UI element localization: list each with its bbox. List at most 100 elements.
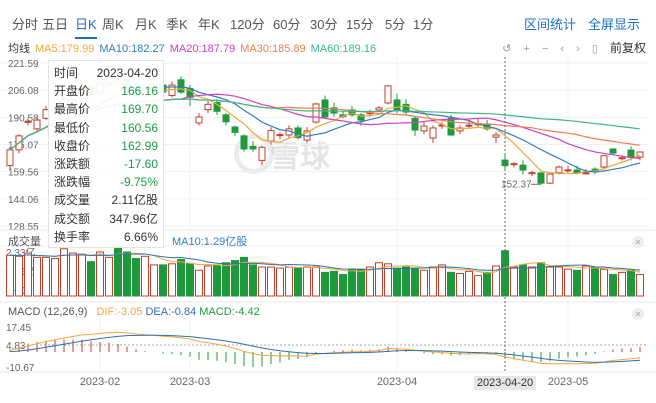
ma-legend-item: MA10:182.27 xyxy=(99,43,165,55)
tab-7[interactable]: 120分 xyxy=(230,17,265,32)
macd-dea: DEA:-0.84 xyxy=(145,306,197,318)
volume-bar-up xyxy=(474,275,482,297)
tab-0[interactable]: 分时 xyxy=(12,17,39,32)
tooltip-row: 涨跌幅 -9.75% xyxy=(54,173,158,191)
macd-tick-label: 17.45 xyxy=(6,323,31,334)
volume-bar-down xyxy=(411,267,419,297)
volume-bar-down xyxy=(321,271,329,297)
tooltip-row: 涨跌额 -17.60 xyxy=(54,155,158,173)
candle-down xyxy=(519,164,527,171)
volume-bar-down xyxy=(591,266,599,297)
tooltip-row: 成交额 347.96亿 xyxy=(54,210,158,228)
volume-bar-up xyxy=(24,252,32,297)
tab-5[interactable]: 季K xyxy=(166,17,188,32)
volume-bar-down xyxy=(339,274,347,297)
tooltip-key: 时间 xyxy=(54,66,79,80)
watermark: 雪球 xyxy=(270,141,330,174)
volume-bar-up xyxy=(6,254,14,297)
volume-bar-down xyxy=(222,262,230,297)
tooltip-value: 160.56 xyxy=(121,120,158,135)
tooltip-key: 涨跌幅 xyxy=(54,175,91,190)
tooltip-row: 收盘价 162.99 xyxy=(54,137,158,155)
volume-bar-up xyxy=(51,257,59,297)
macd-header: MACD (12,26,9) DIF:-3.05 DEA:-0.84 MACD:… xyxy=(8,306,260,318)
volume-bar-down xyxy=(519,264,527,297)
candle-up xyxy=(33,119,41,130)
volume-bar-up xyxy=(42,256,50,297)
scroll-left-icon[interactable]: ‹ xyxy=(560,43,565,55)
volume-label: 成交量 xyxy=(8,236,41,248)
volume-bar-up xyxy=(195,269,203,297)
tooltip-value: -17.60 xyxy=(123,156,158,171)
volume-bar-up xyxy=(438,264,446,297)
price-tick-label: 144.06 xyxy=(8,195,39,206)
price-tick-label: 221.59 xyxy=(8,59,39,70)
zoom-out-icon[interactable]: − xyxy=(541,43,549,55)
candle-down xyxy=(348,109,356,116)
volume-bar-up xyxy=(204,265,212,297)
candle-up xyxy=(618,157,626,160)
tab-11[interactable]: 5分 xyxy=(385,17,406,32)
candle-up xyxy=(195,116,203,124)
candle-down xyxy=(411,117,419,131)
volume-bar-down xyxy=(483,271,491,297)
volume-bar-up xyxy=(285,266,293,297)
date-label: 2023-02 xyxy=(79,376,121,388)
zoom-in-icon[interactable]: + xyxy=(523,43,530,55)
price-tick-label: 190.58 xyxy=(8,113,39,124)
volume-bar-down xyxy=(240,256,248,297)
volume-bar-up xyxy=(96,251,104,297)
candle-down xyxy=(627,149,635,158)
volume-bar-up xyxy=(78,253,86,297)
date-label: 2023-04 xyxy=(376,376,418,388)
ma-legend-item: MA30:185.89 xyxy=(240,43,306,55)
candle-up xyxy=(276,134,284,137)
tab-6[interactable]: 年K xyxy=(198,17,220,32)
macd-dif: DIF:-3.05 xyxy=(96,306,143,318)
volume-bar-up xyxy=(141,255,149,297)
volume-bar-down xyxy=(87,261,95,297)
tooltip-value: 166.16 xyxy=(121,84,158,99)
fullscreen-link[interactable]: 全屏显示 xyxy=(588,17,641,32)
candle-style-icon[interactable]: ▯ xyxy=(591,43,598,55)
volume-bar-up xyxy=(528,266,536,297)
volume-bar-up xyxy=(276,267,284,297)
tab-8[interactable]: 60分 xyxy=(273,17,301,32)
candle-down xyxy=(609,148,617,154)
macd-value: MACD:-4.42 xyxy=(199,306,260,318)
tab-12[interactable]: 1分 xyxy=(413,17,434,32)
volume-bar-down xyxy=(330,270,338,297)
candle-up xyxy=(429,127,437,139)
range-stats-link[interactable]: 区间统计 xyxy=(524,17,577,32)
volume-ma10-line xyxy=(9,253,641,271)
adjust-select[interactable]: 前复权 xyxy=(609,41,646,55)
tooltip-key: 换手率 xyxy=(54,229,91,244)
tab-2[interactable]: 日K xyxy=(75,14,97,39)
candle-down xyxy=(177,79,185,93)
candle-up xyxy=(375,107,383,111)
candle-down xyxy=(357,114,365,121)
tooltip-key: 收盘价 xyxy=(54,138,91,153)
candle-up xyxy=(312,103,320,123)
close-macd-icon[interactable]: × xyxy=(632,308,644,320)
tab-1[interactable]: 五日 xyxy=(42,17,69,32)
candle-up xyxy=(465,124,473,127)
volume-bar-up xyxy=(384,263,392,297)
tab-10[interactable]: 15分 xyxy=(346,17,374,32)
tab-3[interactable]: 周K xyxy=(102,17,124,32)
close-volume-icon[interactable]: × xyxy=(632,236,644,248)
undo-icon[interactable]: ↺ xyxy=(502,43,512,55)
tooltip-value: 169.70 xyxy=(121,102,158,117)
volume-bar-down xyxy=(114,245,122,297)
volume-bar-up xyxy=(312,266,320,297)
scroll-right-icon[interactable]: › xyxy=(576,43,580,55)
tooltip-row: 开盘价 166.16 xyxy=(54,82,158,100)
volume-bar-up xyxy=(546,266,554,297)
chart-toolbar: ↺ + − ‹ › ▯ 前复权 xyxy=(493,39,646,56)
tooltip-value: 6.66% xyxy=(123,229,158,244)
tab-9[interactable]: 30分 xyxy=(310,17,338,32)
volume-bar-down xyxy=(627,269,635,297)
tab-4[interactable]: 月K xyxy=(135,17,157,32)
price-tick-label: 128.55 xyxy=(8,222,39,233)
